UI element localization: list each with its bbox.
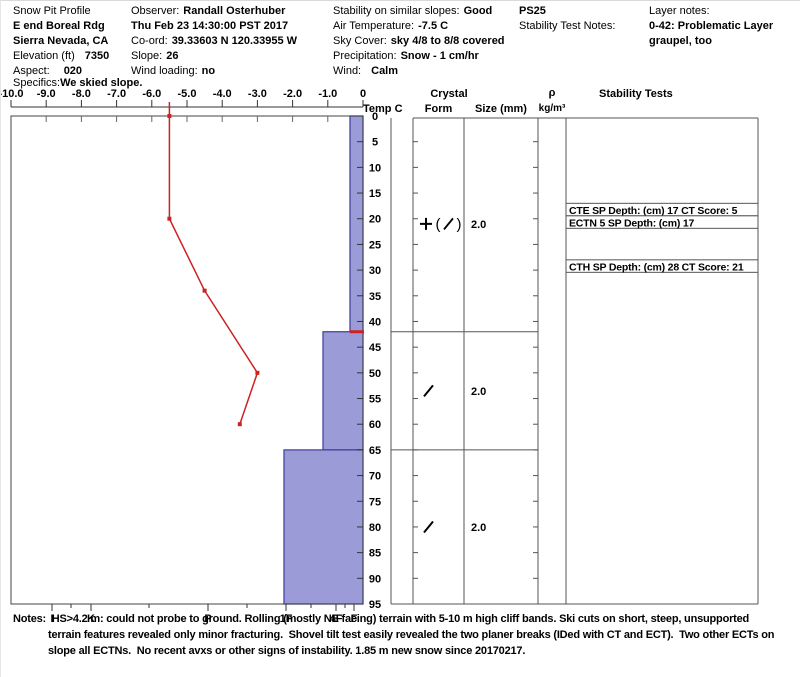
wind-loading-field: Wind loading: no <box>131 65 216 77</box>
hardness-bar-layer-3 <box>283 449 364 605</box>
temp-axis-label: -5.0 <box>178 88 197 100</box>
slope-field: Slope: 26 <box>131 50 179 62</box>
stability-slopes-field: Stability on similar slopes: Good <box>333 5 493 17</box>
coordinates-field: Co-ord: 39.33603 N 120.33955 W <box>131 35 298 47</box>
depth-label: 0 <box>372 111 378 123</box>
depth-label: 60 <box>369 419 381 431</box>
temp-axis-label: 0 <box>360 88 366 100</box>
depth-label: 30 <box>369 265 381 277</box>
grain-form-slash-icon <box>423 520 434 534</box>
site-name: E end Boreal Rdg <box>13 20 105 32</box>
depth-label: 55 <box>369 394 381 406</box>
depth-label: 80 <box>369 522 381 534</box>
specifics-field: Specifics:We skied slope. <box>13 77 143 89</box>
crystal-column-header-line1: Crystal <box>430 88 468 100</box>
report-title: Snow Pit Profile <box>13 5 91 18</box>
depth-label: 45 <box>369 342 381 354</box>
sky-cover-field: Sky Cover: sky 4/8 to 8/8 covered <box>333 35 505 47</box>
hardness-label: 1F <box>280 613 293 625</box>
depth-label: 15 <box>369 188 381 200</box>
temp-data-point <box>202 288 207 293</box>
stability-test-text: ECTN 5 SP Depth: (cm) 17 <box>569 217 694 229</box>
density-column-header-line2: kg/m³ <box>538 103 566 114</box>
temp-axis-label: -8.0 <box>72 88 91 100</box>
grain-form-paren: ) <box>457 216 462 233</box>
depth-label: 5 <box>372 137 378 149</box>
temp-axis-label: -7.0 <box>107 88 126 100</box>
temp-axis-label: -1.0 <box>318 88 337 100</box>
temp-data-point <box>237 422 242 427</box>
precipitation-field: Precipitation: Snow - 1 cm/hr <box>333 50 479 62</box>
temp-column-header: Temp C <box>363 103 403 115</box>
temp-data-point <box>167 114 172 118</box>
hardness-label: K <box>87 613 95 625</box>
temp-axis-label: -2.0 <box>283 88 302 100</box>
depth-label: 35 <box>369 291 381 303</box>
elevation-field: Elevation (ft) 7350 <box>13 50 110 62</box>
temp-axis-label: -9.0 <box>37 88 56 100</box>
hardness-label: F <box>351 613 358 625</box>
grain-form-slash-icon <box>423 384 434 397</box>
temp-data-point <box>167 216 172 221</box>
stability-test-notes-label: Stability Test Notes: <box>519 20 616 32</box>
temp-axis-label: -3.0 <box>248 88 267 100</box>
hardness-bar-layer-2 <box>322 331 364 451</box>
depth-label: 75 <box>369 496 381 508</box>
report-title-text: Snow Pit Profile <box>13 5 91 17</box>
grain-form-slash-icon <box>443 217 454 230</box>
failure-plane-marker <box>350 330 364 334</box>
density-column-header-line1: ρ <box>548 87 556 99</box>
grain-size-value: 2.0 <box>471 522 486 534</box>
stability-tests-column-header: Stability Tests <box>599 88 673 100</box>
stability-test-box <box>565 259 759 273</box>
region-name: Sierra Nevada, CA <box>13 35 109 47</box>
crystal-column-header-line2: Form <box>424 103 453 115</box>
grain-size-value: 2.0 <box>471 219 486 231</box>
pit-id: PS25 <box>519 5 546 17</box>
aspect-field: Aspect: 020 <box>13 65 83 77</box>
layer-note-1: 0-42: Problematic Layer <box>649 20 774 32</box>
depth-label: 20 <box>369 214 381 226</box>
depth-label: 25 <box>369 239 381 251</box>
grain-size-value: 2.0 <box>471 386 486 398</box>
grain-form-paren: ( <box>436 216 441 233</box>
depth-label: 85 <box>369 548 381 560</box>
temp-profile-line <box>168 116 259 425</box>
depth-label: 90 <box>369 573 381 585</box>
depth-label: 10 <box>369 162 381 174</box>
wind-field: Wind: Calm <box>333 65 399 77</box>
depth-label: 50 <box>369 368 381 380</box>
hardness-label: 4F <box>330 613 343 625</box>
hardness-label: I <box>50 613 53 625</box>
hardness-label: P <box>204 613 211 625</box>
stability-test-text: CTH SP Depth: (cm) 28 CT Score: 21 <box>569 261 744 273</box>
temp-axis-label: -4.0 <box>213 88 232 100</box>
observer-field: Observer: Randall Osterhuber <box>131 5 286 17</box>
size-column-header: Size (mm) <box>475 103 527 115</box>
hardness-bar-layer-1 <box>349 115 364 333</box>
depth-label: 65 <box>369 445 381 457</box>
depth-label: 70 <box>369 471 381 483</box>
depth-label: 40 <box>369 316 381 328</box>
temp-axis-label: -10.0 <box>1 88 24 100</box>
temp-axis-label: -6.0 <box>142 88 161 100</box>
pit-notes: Notes: HS>4.2 m: could not probe to grou… <box>13 613 778 657</box>
layer-note-2: graupel, too <box>649 35 712 47</box>
temp-data-point <box>255 370 260 375</box>
air-temp-field: Air Temperature: -7.5 C <box>333 20 449 32</box>
stability-test-box <box>565 215 759 229</box>
layer-notes-label: Layer notes: <box>649 5 710 17</box>
stability-test-text: CTE SP Depth: (cm) 17 CT Score: 5 <box>569 205 738 217</box>
datetime-field: Thu Feb 23 14:30:00 PST 2017 <box>131 20 289 32</box>
depth-label: 95 <box>369 599 381 611</box>
